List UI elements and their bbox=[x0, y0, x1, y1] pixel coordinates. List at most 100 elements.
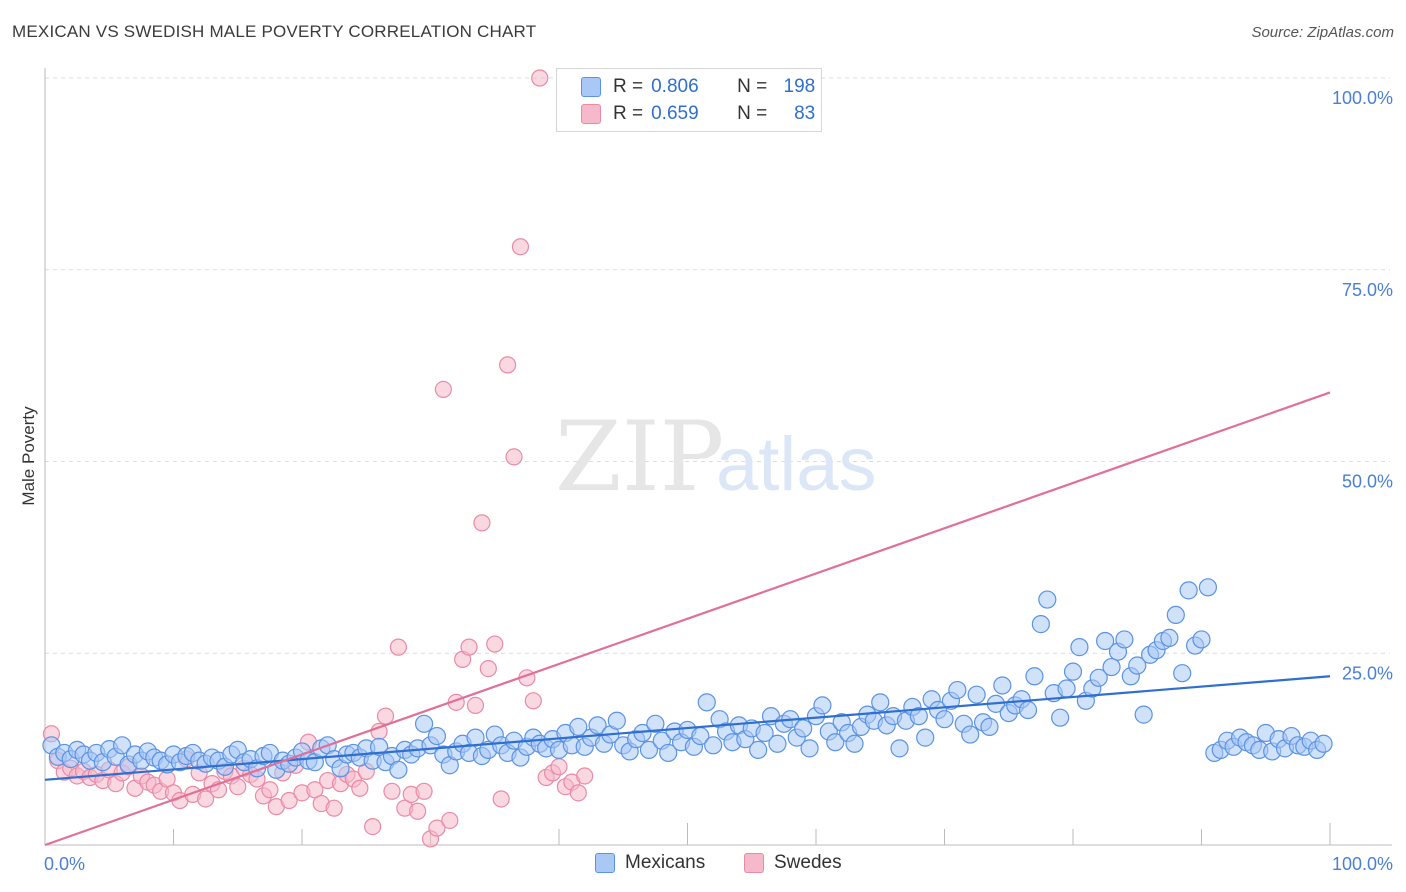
swedes-point-57 bbox=[409, 802, 427, 820]
mexicans-point-132 bbox=[890, 739, 909, 758]
bottom-legend: Mexicans Swedes bbox=[0, 852, 1406, 876]
chart-title: MEXICAN VS SWEDISH MALE POVERTY CORRELAT… bbox=[12, 22, 537, 41]
mexicans-point-139 bbox=[935, 710, 954, 729]
y-tick-label: 75.0% bbox=[1342, 280, 1393, 300]
mexicans-point-118 bbox=[800, 739, 819, 758]
mexicans-point-155 bbox=[1038, 590, 1057, 609]
swedes-point-53 bbox=[383, 782, 401, 800]
mexicans-point-136 bbox=[916, 728, 935, 747]
mexicans-point-165 bbox=[1102, 657, 1121, 677]
legend-r-value: 0.806 bbox=[651, 76, 699, 97]
swedes-point-58 bbox=[415, 782, 433, 800]
swedes-trend-line bbox=[44, 391, 1331, 847]
watermark-atlas: atlas bbox=[716, 422, 877, 507]
mexicans-point-143 bbox=[961, 725, 980, 744]
swedes-points bbox=[42, 69, 594, 848]
mexicans-point-122 bbox=[826, 733, 845, 752]
mexicans-point-154 bbox=[1031, 615, 1050, 634]
mexicans-point-58 bbox=[414, 714, 434, 733]
swedes-point-54 bbox=[389, 638, 407, 656]
y-tick-label: 50.0% bbox=[1342, 472, 1393, 492]
mexicans-point-158 bbox=[1057, 679, 1076, 698]
mexicans-point-110 bbox=[749, 740, 768, 759]
swedes-point-68 bbox=[479, 659, 497, 678]
mexicans-point-164 bbox=[1096, 631, 1115, 651]
x-tick-label: 0.0% bbox=[44, 854, 85, 874]
mexicans-trend-line bbox=[44, 675, 1331, 781]
swedes-point-83 bbox=[576, 767, 594, 785]
legend-n-value: 83 bbox=[794, 103, 816, 124]
mexicans-point-169 bbox=[1128, 656, 1147, 675]
mexicans-point-111 bbox=[755, 723, 774, 743]
bottom-legend-mexicans[interactable]: Mexicans bbox=[595, 852, 705, 874]
mexicans-point-198 bbox=[1314, 734, 1333, 753]
swedes-point-52 bbox=[376, 707, 395, 725]
mexicans-point-160 bbox=[1070, 638, 1089, 657]
legend-swatch-swedes bbox=[581, 104, 601, 124]
legend-r-label: R = bbox=[613, 103, 644, 124]
tick-labels: 100.0% 75.0% 50.0% 25.0% 0.0% 100.0% bbox=[44, 88, 1393, 874]
mexicans-point-141 bbox=[948, 680, 967, 700]
mexicans-point-144 bbox=[967, 685, 986, 704]
mexicans-point-146 bbox=[980, 717, 999, 736]
legend-r-value: 0.659 bbox=[651, 103, 699, 124]
swedes-point-76 bbox=[531, 69, 549, 87]
trend-lines bbox=[44, 391, 1331, 847]
mexicans-point-94 bbox=[646, 714, 665, 733]
swedes-point-67 bbox=[473, 514, 491, 532]
mexicans-point-177 bbox=[1179, 581, 1198, 600]
mexicans-point-180 bbox=[1198, 578, 1218, 597]
swedes-point-75 bbox=[524, 692, 542, 710]
mexicans-point-102 bbox=[697, 693, 716, 712]
mexicans-point-96 bbox=[659, 743, 678, 763]
mexicans-point-129 bbox=[871, 693, 890, 712]
legend-n-label: N = bbox=[737, 76, 768, 97]
x-tick-label: 100.0% bbox=[1332, 854, 1393, 874]
mexicans-point-163 bbox=[1089, 668, 1108, 687]
mexicans-point-120 bbox=[813, 696, 832, 715]
swedes-point-37 bbox=[280, 791, 298, 810]
swedes-point-66 bbox=[466, 696, 485, 715]
mexicans-point-157 bbox=[1051, 708, 1070, 727]
swedes-point-50 bbox=[364, 817, 382, 836]
swedes-point-60 bbox=[428, 819, 446, 837]
swedes-point-69 bbox=[486, 635, 504, 653]
swedes-point-71 bbox=[499, 356, 517, 374]
watermark: ZIP atlas bbox=[555, 401, 877, 513]
mexicans-point-103 bbox=[704, 736, 723, 755]
legend-n-value: 198 bbox=[783, 76, 816, 97]
mexicans-point-167 bbox=[1115, 630, 1134, 649]
mexicans-point-152 bbox=[1018, 700, 1038, 720]
mexicans-point-117 bbox=[794, 719, 813, 738]
mexicans-point-159 bbox=[1063, 662, 1083, 681]
mexicans-point-170 bbox=[1134, 705, 1153, 724]
swedes-point-72 bbox=[505, 448, 523, 466]
mexicans-point-179 bbox=[1192, 630, 1211, 649]
swedes-point-79 bbox=[550, 758, 568, 776]
swedes-point-24 bbox=[197, 790, 215, 808]
mexicans-point-51 bbox=[370, 737, 389, 756]
bottom-legend-swatch-swedes bbox=[744, 853, 764, 873]
bottom-legend-label-mexicans: Mexicans bbox=[625, 852, 706, 873]
swedes-point-29 bbox=[229, 778, 247, 796]
grid-lines bbox=[45, 77, 1390, 654]
bottom-legend-label-swedes: Swedes bbox=[774, 852, 842, 873]
mexicans-point-153 bbox=[1025, 667, 1044, 686]
mexicans-point-85 bbox=[588, 716, 607, 735]
bottom-legend-swatch-mexicans bbox=[595, 853, 615, 873]
mexicans-point-82 bbox=[569, 717, 588, 736]
swedes-point-61 bbox=[434, 380, 452, 399]
bottom-legend-swedes[interactable]: Swedes bbox=[744, 852, 842, 874]
y-axis-label: Male Poverty bbox=[19, 406, 38, 506]
watermark-zip: ZIP bbox=[555, 401, 724, 513]
mexicans-point-93 bbox=[639, 740, 659, 759]
mexicans-point-148 bbox=[993, 676, 1012, 695]
mexicans-point-60 bbox=[427, 726, 447, 746]
y-tick-label: 100.0% bbox=[1332, 88, 1393, 108]
mexicans-point-135 bbox=[909, 707, 928, 726]
mexicans-point-113 bbox=[768, 734, 787, 753]
y-tick-label: 25.0% bbox=[1342, 663, 1393, 683]
legend-swatch-mexicans bbox=[581, 77, 601, 97]
mexicans-points bbox=[42, 578, 1333, 779]
